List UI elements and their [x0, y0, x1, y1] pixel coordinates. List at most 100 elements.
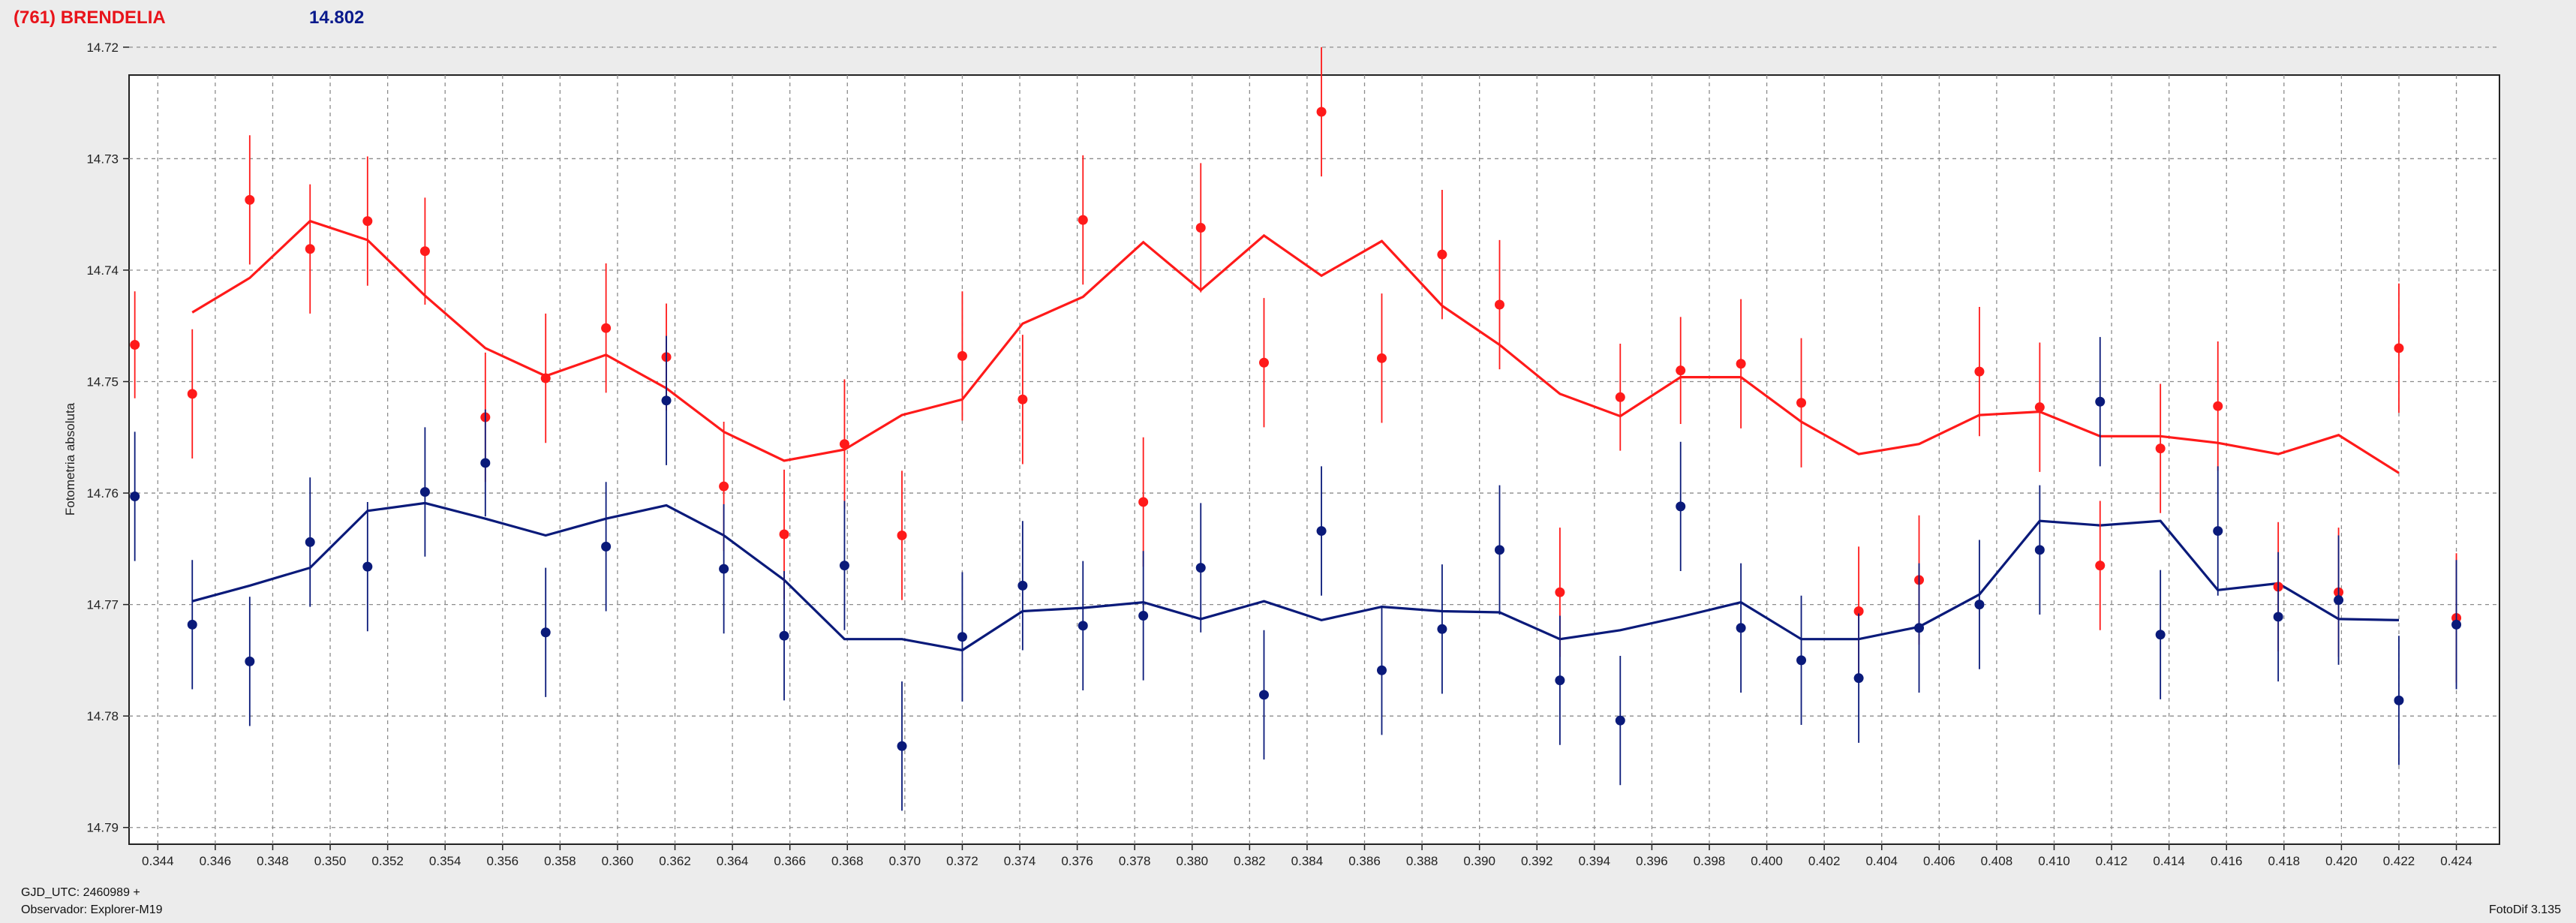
x-tick-label: 0.418 — [2268, 854, 2301, 868]
x-tick-label: 0.404 — [1865, 854, 1898, 868]
blue-data-point — [1796, 655, 1807, 666]
x-tick-label: 0.416 — [2211, 854, 2243, 868]
x-tick-label: 0.412 — [2096, 854, 2128, 868]
blue-data-point — [2394, 695, 2404, 705]
red-data-point — [540, 373, 551, 383]
magnitude-value: 14.802 — [309, 8, 365, 28]
blue-data-point — [2334, 595, 2344, 606]
x-tick-label: 0.372 — [946, 854, 978, 868]
blue-data-point — [540, 627, 551, 638]
blue-data-point — [2155, 630, 2166, 640]
blue-data-point — [305, 537, 315, 547]
x-tick-label: 0.352 — [371, 854, 404, 868]
red-data-point — [957, 350, 967, 361]
red-data-point — [1615, 392, 1625, 402]
blue-data-point — [245, 656, 255, 666]
red-data-point — [1796, 398, 1807, 408]
blue-data-point — [719, 564, 729, 574]
x-tick-label: 0.398 — [1694, 854, 1726, 868]
blue-data-point — [957, 632, 967, 642]
blue-data-point — [2213, 526, 2223, 537]
x-tick-label: 0.396 — [1636, 854, 1668, 868]
red-data-point — [1736, 359, 1746, 369]
blue-data-point — [2451, 619, 2462, 630]
red-data-point — [839, 439, 849, 449]
grid — [129, 47, 2499, 844]
y-tick-label: 14.75 — [86, 375, 119, 389]
blue-data-point — [1974, 600, 1985, 610]
x-tick-label: 0.358 — [544, 854, 576, 868]
blue-data-point — [839, 561, 849, 571]
red-data-point — [1555, 587, 1565, 597]
blue-data-point — [2034, 545, 2045, 555]
red-data-point — [2394, 343, 2404, 353]
x-tick-label: 0.380 — [1176, 854, 1208, 868]
red-data-point — [1676, 365, 1686, 376]
x-tick-label: 0.378 — [1119, 854, 1151, 868]
y-tick-label: 14.77 — [86, 598, 119, 612]
software-version: FotoDif 3.135 — [2488, 903, 2561, 916]
y-tick-label: 14.74 — [86, 263, 119, 278]
blue-data-point — [1555, 675, 1565, 686]
blue-data-point — [1078, 621, 1088, 631]
blue-data-point — [1494, 545, 1504, 555]
blue-data-point — [419, 487, 430, 498]
x-tick-label: 0.364 — [717, 854, 749, 868]
red-data-point — [130, 339, 140, 350]
x-tick-label: 0.400 — [1751, 854, 1783, 868]
blue-data-point — [1676, 501, 1686, 512]
x-tick-label: 0.384 — [1291, 854, 1324, 868]
x-tick-label: 0.366 — [774, 854, 806, 868]
y-tick-label: 14.73 — [86, 152, 119, 166]
y-tick-label: 14.76 — [86, 486, 119, 501]
blue-data-point — [1437, 624, 1447, 634]
x-tick-label: 0.406 — [1923, 854, 1955, 868]
x-tick-label: 0.394 — [1579, 854, 1611, 868]
x-tick-label: 0.346 — [200, 854, 232, 868]
red-data-point — [1138, 497, 1149, 507]
blue-data-point — [2095, 396, 2106, 407]
red-data-point — [2155, 443, 2166, 454]
x-tick-label: 0.356 — [487, 854, 519, 868]
x-tick-label: 0.376 — [1061, 854, 1093, 868]
x-tick-label: 0.370 — [889, 854, 921, 868]
red-data-point — [245, 194, 255, 205]
y-tick-label: 14.78 — [86, 709, 119, 723]
red-data-point — [2034, 402, 2045, 413]
blue-data-point — [362, 561, 373, 572]
blue-data-point — [1138, 610, 1149, 621]
x-tick-label: 0.362 — [659, 854, 691, 868]
blue-data-point — [1853, 673, 1864, 684]
red-data-point — [2095, 561, 2106, 571]
observer-label: Observador: Explorer-M19 — [21, 903, 163, 916]
x-tick-label: 0.368 — [831, 854, 864, 868]
x-tick-label: 0.402 — [1808, 854, 1841, 868]
x-tick-label: 0.424 — [2440, 854, 2472, 868]
x-tick-label: 0.354 — [429, 854, 461, 868]
x-tick-label: 0.382 — [1234, 854, 1266, 868]
red-data-point — [1017, 394, 1028, 404]
x-tick-label: 0.420 — [2325, 854, 2358, 868]
blue-data-point — [1914, 623, 1925, 633]
y-axis-label: Fotometria absoluta — [63, 402, 77, 516]
red-data-point — [419, 246, 430, 257]
blue-data-point — [779, 630, 789, 641]
x-tick-label: 0.422 — [2383, 854, 2415, 868]
red-data-point — [362, 216, 373, 227]
x-tick-label: 0.388 — [1406, 854, 1438, 868]
red-data-point — [1974, 366, 1985, 377]
blue-data-point — [130, 492, 140, 502]
x-tick-label: 0.408 — [1981, 854, 2013, 868]
red-data-point — [305, 244, 315, 254]
blue-data-point — [661, 395, 672, 406]
x-tick-label: 0.374 — [1004, 854, 1036, 868]
axes: 0.344 0.346 0.348 0.350 0.352 0.354 0.356 0.358… — [86, 41, 2472, 868]
blue-data-point — [601, 541, 612, 552]
x-tick-label: 0.348 — [257, 854, 289, 868]
blue-data-point — [1615, 715, 1625, 726]
blue-data-point — [1736, 623, 1746, 633]
red-mean-line — [191, 219, 2400, 474]
x-tick-label: 0.390 — [1463, 854, 1495, 868]
blue-data-point — [1195, 563, 1206, 573]
